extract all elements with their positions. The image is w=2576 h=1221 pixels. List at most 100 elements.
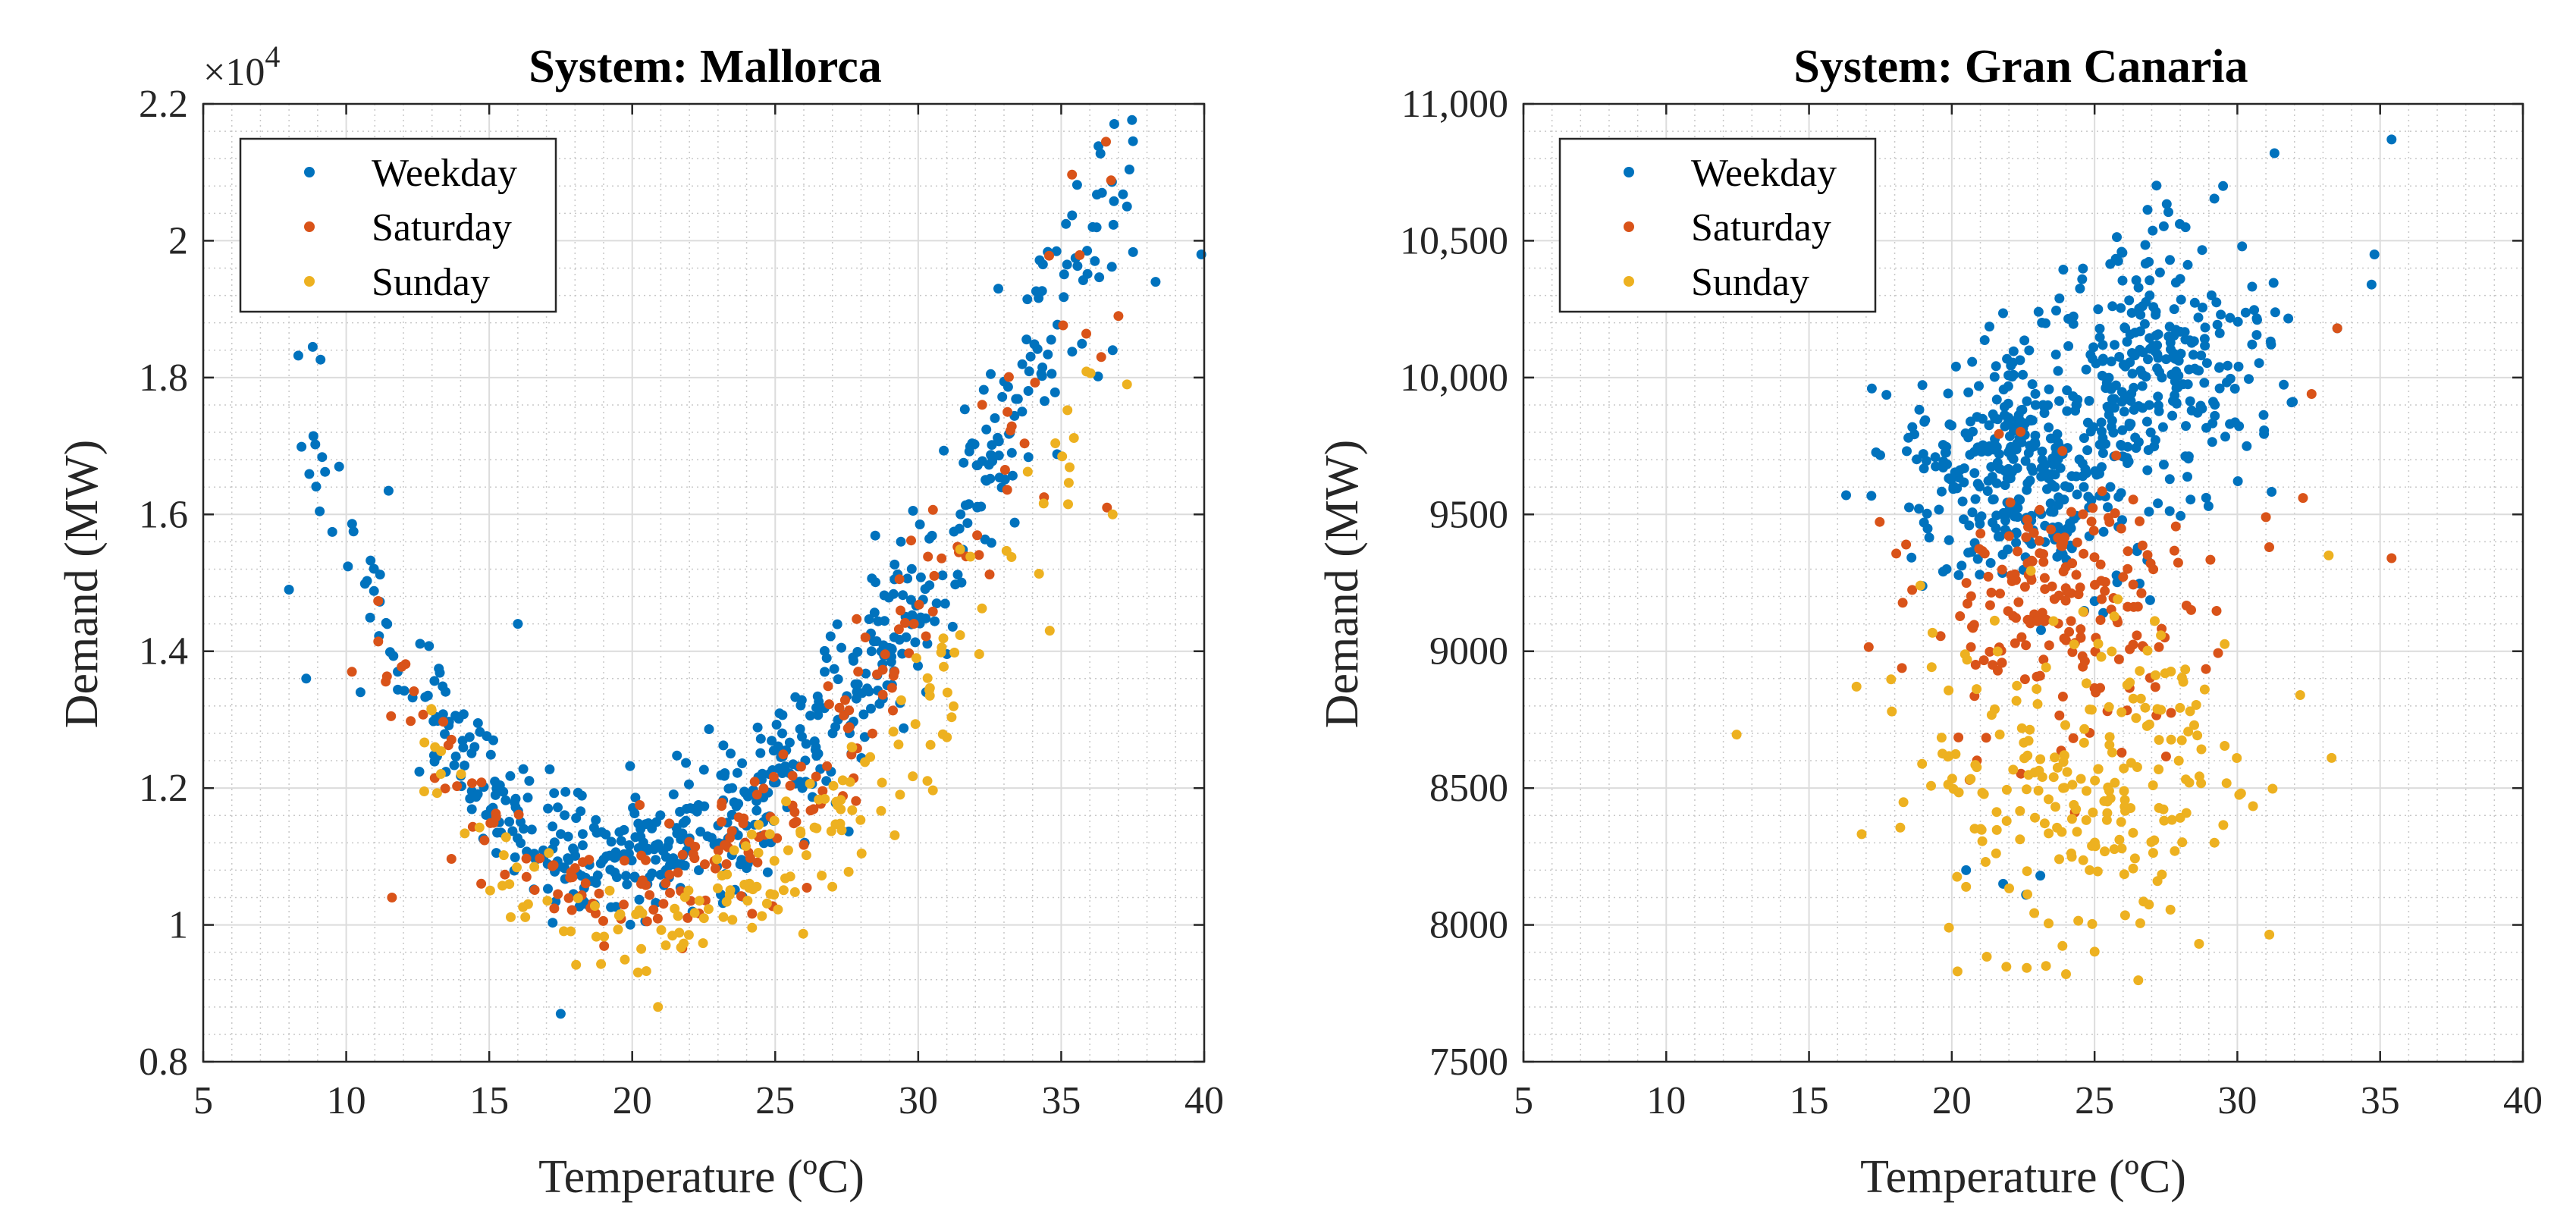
data-point: [369, 563, 379, 574]
legend: Weekday Saturday Sunday: [1558, 137, 1877, 313]
data-point: [506, 912, 516, 922]
data-point: [899, 723, 909, 733]
data-point: [2090, 775, 2101, 786]
data-point: [799, 840, 809, 850]
x-tick-label: 25: [755, 1079, 795, 1122]
data-point: [2040, 460, 2050, 469]
data-point: [718, 912, 729, 922]
data-point: [2004, 883, 2014, 893]
data-point: [1981, 733, 1991, 743]
data-point: [896, 605, 905, 616]
data-point: [2066, 588, 2076, 598]
data-point: [801, 739, 811, 749]
data-point: [2175, 218, 2185, 229]
data-point: [2186, 405, 2197, 416]
data-point: [2196, 744, 2207, 755]
data-point: [1036, 369, 1046, 379]
data-point: [778, 885, 789, 896]
data-point: [2080, 464, 2091, 475]
data-point: [1978, 655, 1989, 666]
data-point: [529, 862, 540, 872]
data-point: [1863, 642, 1874, 652]
data-point: [936, 647, 946, 658]
data-point: [2129, 853, 2140, 864]
data-point: [2251, 313, 2262, 324]
data-point: [2116, 817, 2126, 827]
data-point: [2192, 365, 2203, 375]
data-point: [381, 671, 392, 682]
data-point: [2090, 579, 2100, 590]
data-point: [1881, 390, 1892, 400]
data-point: [1959, 514, 1969, 525]
data-point: [588, 822, 599, 833]
data-point: [293, 350, 303, 361]
data-point: [1841, 490, 1851, 501]
data-point: [695, 827, 706, 837]
data-point: [993, 450, 1004, 461]
data-point: [1062, 259, 1072, 270]
data-point: [591, 877, 601, 888]
data-point: [747, 909, 758, 919]
data-point: [1956, 560, 1967, 571]
data-point: [2269, 148, 2279, 159]
data-point: [2047, 581, 2057, 592]
data-point: [1109, 119, 1119, 129]
data-point: [2279, 379, 2289, 390]
data-point: [2002, 353, 2013, 364]
data-point: [1984, 420, 1994, 431]
data-point: [834, 702, 845, 713]
data-point: [2057, 446, 2068, 457]
data-point: [1981, 952, 1992, 962]
data-point: [2125, 357, 2135, 368]
data-point: [923, 551, 933, 562]
y-axis-label: Demand (MW): [1316, 440, 1368, 728]
data-point: [2209, 193, 2220, 204]
data-point: [2295, 690, 2305, 700]
data-point: [1919, 416, 1930, 427]
series-saturday: [1863, 323, 2397, 818]
data-point: [2175, 274, 2185, 284]
data-point: [520, 912, 531, 922]
data-point: [645, 890, 655, 900]
data-point: [981, 475, 991, 485]
data-point: [2072, 489, 2082, 500]
data-point: [2001, 962, 2012, 972]
data-point: [2064, 626, 2075, 637]
data-point: [343, 561, 353, 572]
data-point: [1085, 368, 1096, 378]
data-point: [548, 821, 558, 832]
data-point: [745, 852, 755, 863]
data-point: [524, 776, 535, 786]
y-exponent-label: ×104: [203, 39, 280, 94]
data-point: [2098, 448, 2108, 458]
data-point: [2057, 692, 2068, 702]
data-point: [2158, 221, 2169, 231]
data-point: [2019, 753, 2029, 764]
data-point: [2059, 783, 2069, 793]
data-point: [320, 466, 331, 477]
data-point: [2054, 854, 2064, 865]
data-point: [2264, 929, 2275, 940]
data-point: [526, 824, 537, 835]
data-point: [2145, 290, 2155, 301]
data-point: [620, 855, 629, 866]
data-point: [2046, 524, 2057, 535]
data-point: [1975, 824, 1986, 834]
data-point: [1938, 456, 1949, 466]
data-point: [922, 673, 933, 683]
data-point: [2004, 431, 2015, 441]
data-point: [2240, 307, 2251, 318]
data-point: [2107, 394, 2117, 404]
data-point: [962, 518, 973, 529]
data-point: [2019, 335, 2030, 346]
data-point: [387, 893, 397, 902]
data-point: [1975, 570, 1985, 580]
data-point: [2197, 245, 2207, 256]
data-point: [2140, 240, 2151, 250]
data-point: [1059, 292, 1069, 303]
data-point: [419, 786, 429, 796]
data-point: [2159, 815, 2170, 826]
data-point: [2169, 545, 2179, 556]
data-point: [2039, 573, 2050, 583]
data-point: [2138, 403, 2148, 413]
